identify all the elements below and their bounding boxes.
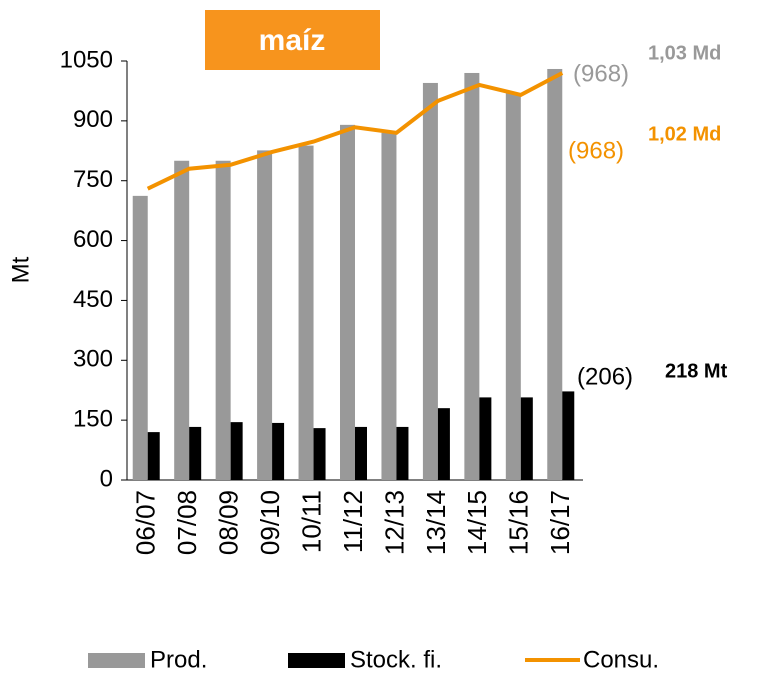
bar	[437, 408, 450, 480]
bar	[272, 422, 285, 480]
bar	[313, 428, 326, 480]
y-tick-label: 1050	[60, 46, 113, 73]
x-tick-label: 08/09	[214, 490, 244, 555]
bar	[132, 195, 148, 480]
bar	[340, 124, 355, 480]
annotation: 1,03 Md	[648, 42, 721, 64]
legend-label: Consu.	[583, 646, 659, 673]
legend-label: Prod.	[150, 646, 207, 673]
y-tick-label: 300	[73, 346, 113, 373]
x-tick-label: 14/15	[462, 490, 492, 555]
y-tick-label: 600	[73, 226, 113, 253]
line	[146, 71, 564, 191]
x-tick-label: 13/14	[421, 490, 451, 555]
title-box	[205, 10, 380, 70]
y-tick-label: 450	[73, 286, 113, 313]
x-tick-label: 09/10	[255, 490, 285, 555]
bar	[298, 145, 314, 481]
x-tick-label: 16/17	[545, 490, 575, 555]
annotation: (968)	[568, 137, 624, 164]
y-tick-label: 150	[73, 405, 113, 432]
bar	[520, 397, 533, 480]
annotation: (206)	[577, 363, 633, 390]
bar	[464, 72, 480, 480]
y-tick-label: 0	[100, 465, 113, 492]
bar	[355, 426, 367, 480]
annotation: 1,02 Md	[648, 123, 721, 145]
x-tick-label: 07/08	[172, 490, 202, 555]
bar	[257, 150, 273, 481]
y-axis-label: Mt	[7, 256, 34, 283]
bar	[230, 422, 243, 480]
legend-label: Stock. fi.	[350, 646, 442, 673]
bar	[147, 432, 160, 480]
y-tick-label: 750	[73, 166, 113, 193]
bar	[189, 426, 202, 480]
bar	[396, 426, 409, 480]
x-tick-label: 15/16	[504, 490, 534, 555]
x-tick-label: 12/13	[379, 490, 409, 555]
y-tick-label: 900	[73, 106, 113, 133]
legend-swatch	[288, 653, 345, 668]
bar	[547, 68, 563, 480]
x-tick-label: 10/11	[296, 490, 326, 553]
x-tick-label: 11/12	[338, 490, 368, 553]
bar	[505, 92, 521, 480]
legend-swatch	[88, 653, 145, 668]
bar	[479, 397, 492, 480]
chart-title: maíz	[259, 24, 326, 57]
bar	[422, 82, 438, 480]
bar	[215, 160, 231, 480]
bar	[174, 160, 190, 480]
annotation: 218 Mt	[665, 360, 728, 382]
annotation: (968)	[573, 60, 629, 87]
bar	[381, 132, 397, 481]
bar	[562, 391, 575, 480]
x-tick-label: 06/07	[131, 490, 161, 555]
